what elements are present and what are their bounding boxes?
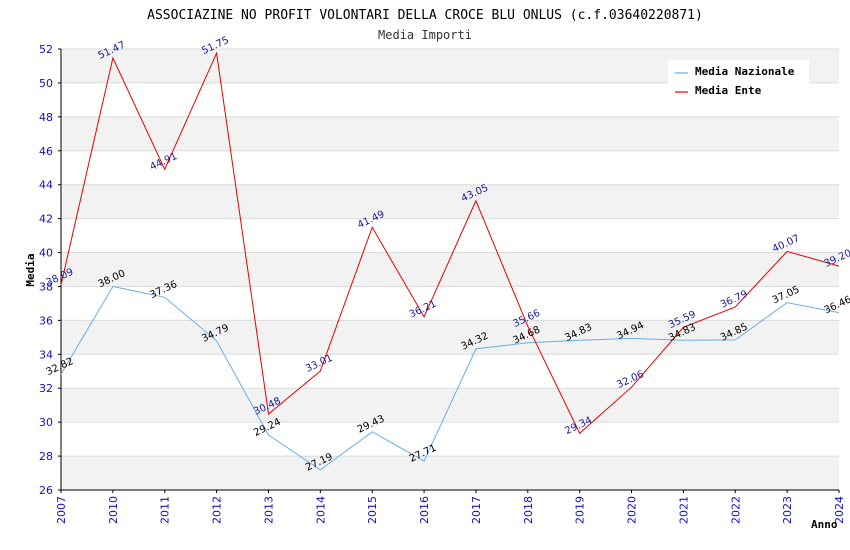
y-tick-label: 34	[39, 348, 53, 361]
band	[61, 184, 839, 219]
x-tick-label: 2013	[262, 496, 275, 524]
y-tick-label: 36	[39, 314, 53, 327]
x-tick-label: 2012	[211, 496, 224, 524]
y-tick-label: 48	[39, 111, 53, 124]
x-tick-label: 2010	[107, 496, 120, 524]
y-tick-label: 32	[39, 382, 53, 395]
x-tick-label: 2020	[626, 496, 639, 524]
series-line-media-nazionale	[60, 285, 840, 471]
data-label: 44.91	[148, 151, 179, 173]
x-tick-label: 2014	[314, 496, 327, 524]
y-tick-label: 46	[39, 145, 53, 158]
y-tick-label: 30	[39, 416, 53, 429]
legend-label-media-nazionale: Media Nazionale	[695, 65, 795, 78]
series-lines	[60, 51, 840, 471]
data-label: 36.21	[408, 299, 439, 321]
x-tick-labels: 2007 2010 2011 2012 2013 2014 2015 2016 2017 2018…	[55, 490, 846, 524]
x-tick-label: 2024	[833, 496, 846, 524]
x-tick-label: 2018	[522, 496, 535, 524]
chart-subtitle: Media Importi	[378, 28, 472, 42]
x-axis-label: Anno	[811, 518, 838, 531]
band	[61, 456, 839, 490]
y-tick-labels: 26 28 30 32 34 36 38 40 42 44 46 48 50 52	[39, 43, 61, 497]
y-tick-label: 26	[39, 484, 53, 497]
x-tick-label: 2021	[677, 496, 690, 524]
series-line-media-ente	[60, 51, 840, 435]
band	[61, 116, 839, 151]
y-tick-label: 40	[39, 247, 53, 260]
x-tick-label: 2016	[418, 496, 431, 524]
y-tick-label: 38	[39, 280, 53, 293]
x-tick-label: 2023	[781, 496, 794, 524]
x-tick-label: 2022	[729, 496, 742, 524]
chart-title: ASSOCIAZINE NO PROFIT VOLONTARI DELLA CR…	[147, 8, 703, 23]
background-bands	[61, 49, 839, 490]
y-tick-label: 52	[39, 43, 53, 56]
y-tick-label: 28	[39, 450, 53, 463]
x-tick-label: 2007	[55, 496, 68, 524]
axes	[60, 49, 839, 491]
legend-label-media-ente: Media Ente	[695, 84, 762, 97]
y-axis-label: Media	[24, 253, 37, 286]
y-tick-label: 44	[39, 179, 53, 192]
x-tick-label: 2019	[574, 496, 587, 524]
y-tick-label: 42	[39, 213, 53, 226]
band	[61, 320, 839, 355]
data-label: 36.46	[823, 294, 850, 316]
x-tick-label: 2011	[159, 496, 172, 524]
legend-box	[668, 60, 809, 102]
legend: Media Nazionale Media Ente	[668, 60, 809, 102]
x-tick-label: 2015	[366, 496, 379, 524]
x-tick-label: 2017	[470, 496, 483, 524]
y-tick-label: 50	[39, 77, 53, 90]
